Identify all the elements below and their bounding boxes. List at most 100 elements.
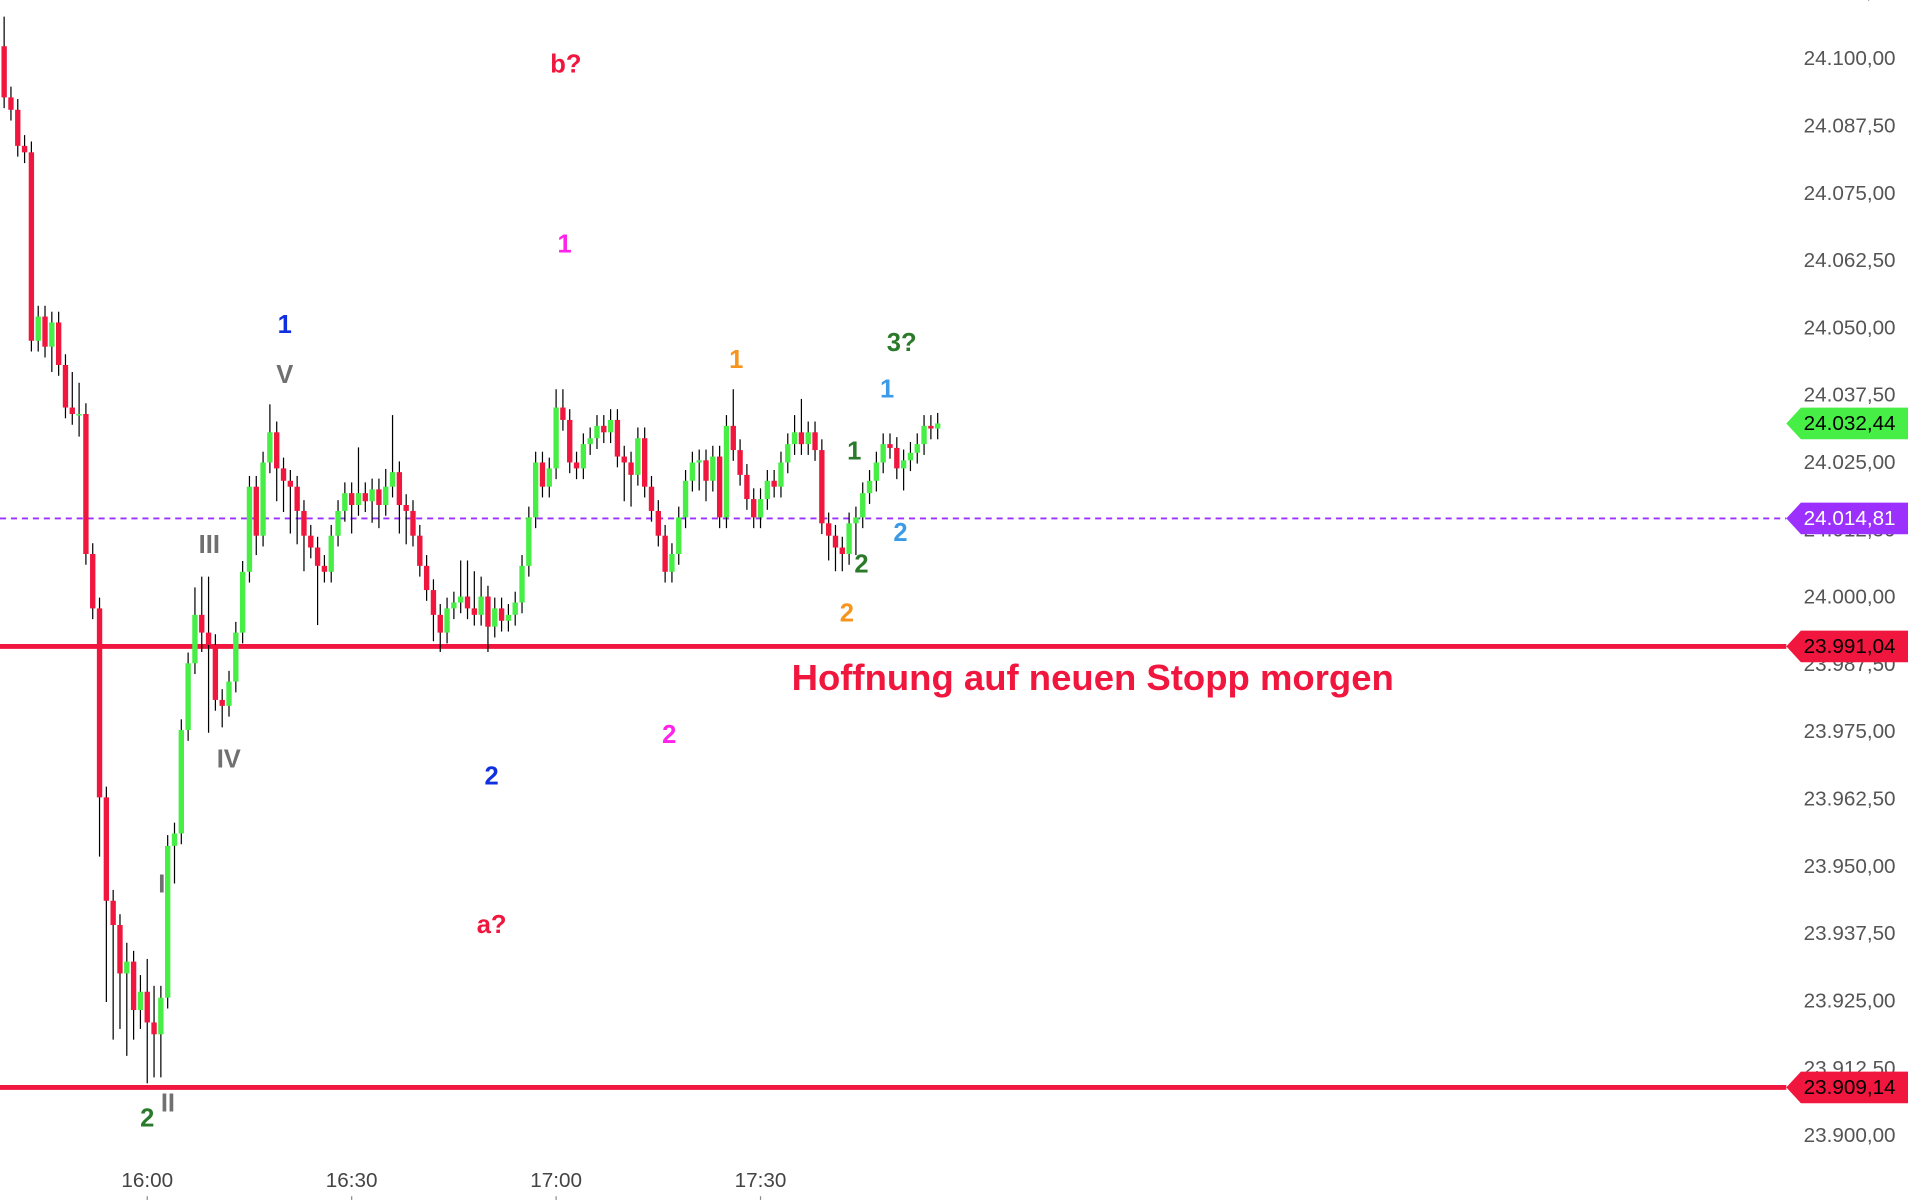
candle-body [403, 505, 409, 511]
candle-body [369, 489, 375, 502]
candle-body [287, 480, 294, 487]
candle-body [655, 510, 661, 536]
candle-body [751, 499, 757, 518]
candle-body [383, 486, 389, 506]
candle-body [621, 456, 627, 463]
candle-body [21, 145, 28, 153]
wave-label: 1 [729, 346, 743, 374]
x-tick-label: 17:30 [735, 1169, 787, 1192]
candle-body [853, 517, 859, 524]
candle-body [696, 460, 702, 463]
candle-body [573, 462, 580, 469]
candle-body [389, 472, 396, 487]
candle-body [130, 961, 137, 1011]
candle-body [437, 614, 443, 633]
candle-body [471, 608, 477, 615]
candle-body [55, 322, 62, 366]
candle-body [410, 510, 416, 536]
candle-body [178, 730, 184, 834]
candle-body [778, 462, 784, 487]
candle-body [730, 425, 736, 451]
y-tick-label: 24.050,00 [1804, 316, 1896, 339]
candle-body [662, 535, 668, 572]
candle-body [451, 602, 457, 609]
y-tick-label: 23.900,00 [1804, 1124, 1896, 1147]
candle-body [423, 565, 430, 591]
candle-body [710, 456, 716, 481]
candle-body [42, 316, 48, 347]
candle-body [914, 444, 920, 453]
candle-body [253, 486, 259, 536]
candle-body [812, 432, 818, 451]
wave-label: 1 [278, 311, 292, 339]
candle-body [185, 663, 191, 731]
candle-body [158, 997, 164, 1035]
candle-body [430, 590, 437, 615]
candle-body [601, 425, 607, 433]
candle-body [669, 554, 675, 572]
last-price-tag [1786, 407, 1908, 440]
candle-body [676, 517, 682, 555]
candle-body [682, 480, 689, 518]
candle-body [921, 425, 927, 445]
wave-label: 1 [847, 438, 861, 466]
candle-body [628, 462, 634, 475]
candle-body [539, 462, 546, 487]
candle-body [124, 961, 130, 974]
candle-body [328, 535, 334, 572]
candle-body [866, 480, 873, 494]
candle-body [716, 456, 723, 518]
candle-body [553, 407, 559, 469]
candle-body [110, 900, 116, 925]
candle-body [444, 608, 450, 633]
y-tick-label: 24.025,00 [1804, 451, 1896, 474]
last-price-label: 24.032,44 [1804, 412, 1896, 435]
wave-label: 1 [880, 375, 894, 403]
candle-body [308, 535, 314, 548]
candle-body [205, 632, 212, 645]
candle-body [35, 316, 41, 341]
candle-body [212, 644, 219, 700]
candle-body [165, 845, 171, 998]
candle-body [355, 493, 362, 506]
candle-body [825, 523, 832, 536]
wave-label: II [161, 1090, 175, 1118]
candle-body [594, 425, 600, 439]
candle-body [703, 460, 709, 481]
candle-body [880, 444, 886, 463]
candle-body [505, 614, 512, 621]
candle-body [785, 444, 791, 463]
price-tag [1786, 1071, 1908, 1104]
candle-body [846, 523, 852, 555]
candle-body [199, 614, 205, 633]
candle-body [689, 462, 696, 481]
y-tick-label: 23.937,50 [1804, 922, 1896, 945]
x-tick-label: 16:30 [326, 1169, 378, 1192]
x-tick-label: 16:00 [121, 1169, 173, 1192]
candle-body [587, 438, 593, 445]
candle-body [744, 474, 750, 500]
candle-body [137, 991, 144, 1011]
candle-body [62, 365, 69, 408]
price-tag-label: 24.014,81 [1804, 507, 1896, 530]
wave-label: IV [217, 745, 241, 773]
candle-body [935, 423, 941, 429]
candle-body [76, 414, 82, 416]
candle-body [69, 407, 75, 415]
candles [1, 16, 941, 1084]
candle-body [83, 414, 89, 555]
candle-body [49, 322, 55, 347]
wave-label: 2 [854, 551, 868, 579]
wave-label: a? [477, 911, 507, 939]
candle-body [860, 493, 866, 518]
candle-body [233, 632, 239, 682]
candle-body [805, 432, 811, 445]
candle-body [417, 535, 423, 566]
candle-body [492, 608, 498, 627]
candle-body [335, 510, 341, 536]
price-tag [1786, 630, 1908, 663]
wave-label: V [276, 361, 293, 389]
candle-body [635, 438, 641, 475]
wave-label: 2 [662, 721, 676, 749]
